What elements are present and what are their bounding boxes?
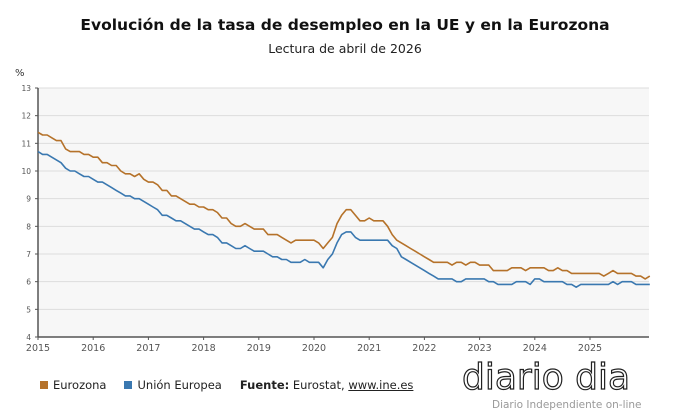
y-tick-label: 5 xyxy=(26,305,31,314)
x-tick-label: 2023 xyxy=(468,343,492,354)
x-tick-label: 2019 xyxy=(247,343,271,354)
y-axis-unit: % xyxy=(15,68,25,79)
watermark-logo: diario dia Diario Independiente on-line xyxy=(461,357,690,414)
legend-item-ue[interactable]: Unión Europea xyxy=(124,378,222,392)
x-tick-label: 2022 xyxy=(412,343,436,354)
chart-title: Evolución de la tasa de desempleo en la … xyxy=(80,16,610,34)
source-text: Eurostat, xyxy=(292,378,345,392)
logo-wordmark: diario dia xyxy=(461,357,631,398)
series-line-eurozona xyxy=(37,131,651,280)
y-tick-label: 7 xyxy=(26,250,31,259)
source: Fuente: Eurostat, www.ine.es xyxy=(240,378,414,392)
source-link[interactable]: www.ine.es xyxy=(348,378,414,392)
y-tick-label: 10 xyxy=(21,167,31,176)
series-line-unión-europea xyxy=(37,150,650,288)
x-tick-label: 2018 xyxy=(192,343,216,354)
x-tick-label: 2025 xyxy=(578,343,602,354)
y-tick-label: 9 xyxy=(26,195,31,204)
y-tick-label: 11 xyxy=(21,139,31,148)
source-label: Fuente: xyxy=(239,378,290,392)
y-tick-label: 12 xyxy=(21,112,31,121)
legend-label: Eurozona xyxy=(53,378,107,392)
eurozona-swatch xyxy=(40,381,48,389)
chart-subtitle: Lectura de abril de 2026 xyxy=(268,41,422,56)
x-tick-label: 2020 xyxy=(302,343,326,354)
logo-tagline: Diario Independiente on-line xyxy=(492,399,642,411)
legend-label: Unión Europea xyxy=(137,378,222,392)
y-tick-label: 4 xyxy=(26,333,31,342)
y-tick-label: 8 xyxy=(26,222,31,231)
ue-swatch xyxy=(124,381,133,389)
y-tick-label: 13 xyxy=(21,84,31,93)
y-tick-label: 6 xyxy=(26,278,31,287)
x-tick-label: 2017 xyxy=(136,343,160,354)
x-tick-label: 2016 xyxy=(81,343,105,354)
legend-item-eurozona[interactable]: Eurozona xyxy=(40,378,106,392)
legend: Eurozona Unión Europea Fuente: Eurostat,… xyxy=(40,378,413,392)
x-tick-label: 2015 xyxy=(26,343,50,354)
x-tick-label: 2021 xyxy=(357,343,381,354)
x-tick-label: 2024 xyxy=(523,343,547,354)
